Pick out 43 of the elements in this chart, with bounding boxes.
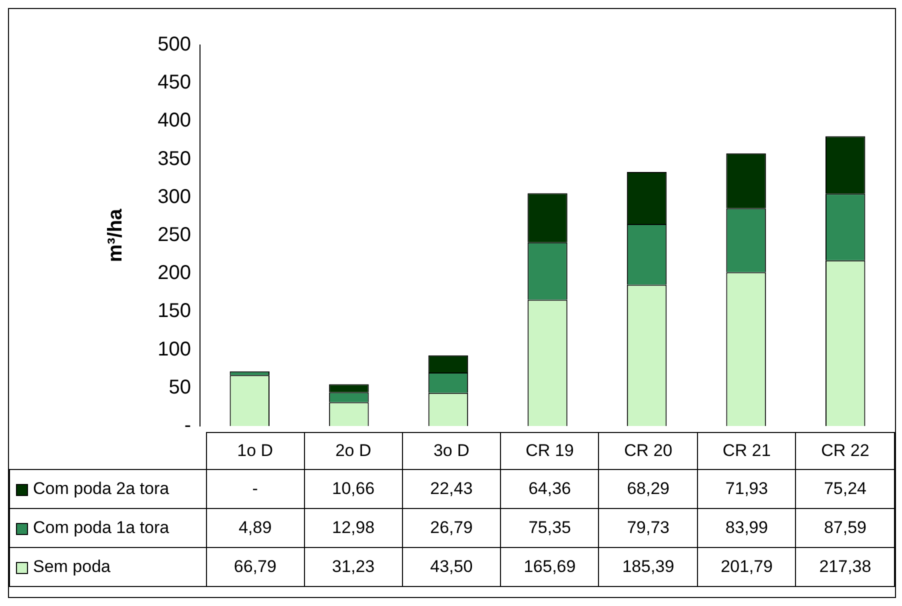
data-label: 75,35	[500, 508, 599, 548]
data-label: 66,79	[206, 548, 304, 586]
data-label: 71,93	[697, 470, 796, 508]
x-tick-label: 1o D	[206, 432, 304, 470]
y-tick-label: 250	[158, 224, 191, 246]
y-tick-label: 350	[158, 148, 191, 170]
y-tick-label: 400	[158, 110, 191, 132]
data-label: 31,23	[304, 548, 402, 586]
x-tick-label: CR 20	[598, 432, 698, 470]
y-tick-label: 300	[158, 186, 191, 208]
data-label: 64,36	[500, 470, 599, 508]
data-label: 201,79	[697, 548, 796, 586]
data-label: 185,39	[598, 548, 698, 586]
y-tick-label: 200	[158, 262, 191, 284]
y-tick-label: 500	[158, 34, 191, 56]
data-label: 87,59	[796, 508, 894, 548]
data-label: 12,98	[304, 508, 402, 548]
data-label: 75,24	[796, 470, 894, 508]
x-tick-label: CR 19	[500, 432, 599, 470]
text: -	[252, 479, 258, 498]
y-tick-label: 150	[158, 300, 191, 322]
data-label: 22,43	[402, 470, 500, 508]
data-label: 217,38	[796, 548, 894, 586]
y-tick-label: 450	[158, 72, 191, 94]
data-label: 83,99	[697, 508, 796, 548]
legend-label: Sem poda	[33, 557, 110, 576]
data-label: 165,69	[500, 548, 599, 586]
x-tick-label: CR 22	[796, 432, 894, 470]
y-tick-label: 50	[168, 376, 191, 398]
legend-label: Com poda 1a tora	[33, 518, 170, 537]
x-tick-label: 3o D	[402, 432, 500, 470]
y-tick-label: 100	[158, 338, 191, 360]
data-label: 10,66	[304, 470, 402, 508]
data-label: 43,50	[402, 548, 500, 586]
data-label: 68,29	[598, 470, 698, 508]
x-tick-label: 2o D	[304, 432, 402, 470]
data-label: 26,79	[402, 508, 500, 548]
x-tick-label: CR 21	[697, 432, 796, 470]
data-label: 4,89	[206, 508, 304, 548]
y-tick-label: -	[184, 414, 191, 437]
y-axis-title: m³/ha	[104, 208, 127, 262]
data-label: 79,73	[598, 508, 698, 548]
legend-label: Com poda 2a tora	[33, 479, 170, 498]
